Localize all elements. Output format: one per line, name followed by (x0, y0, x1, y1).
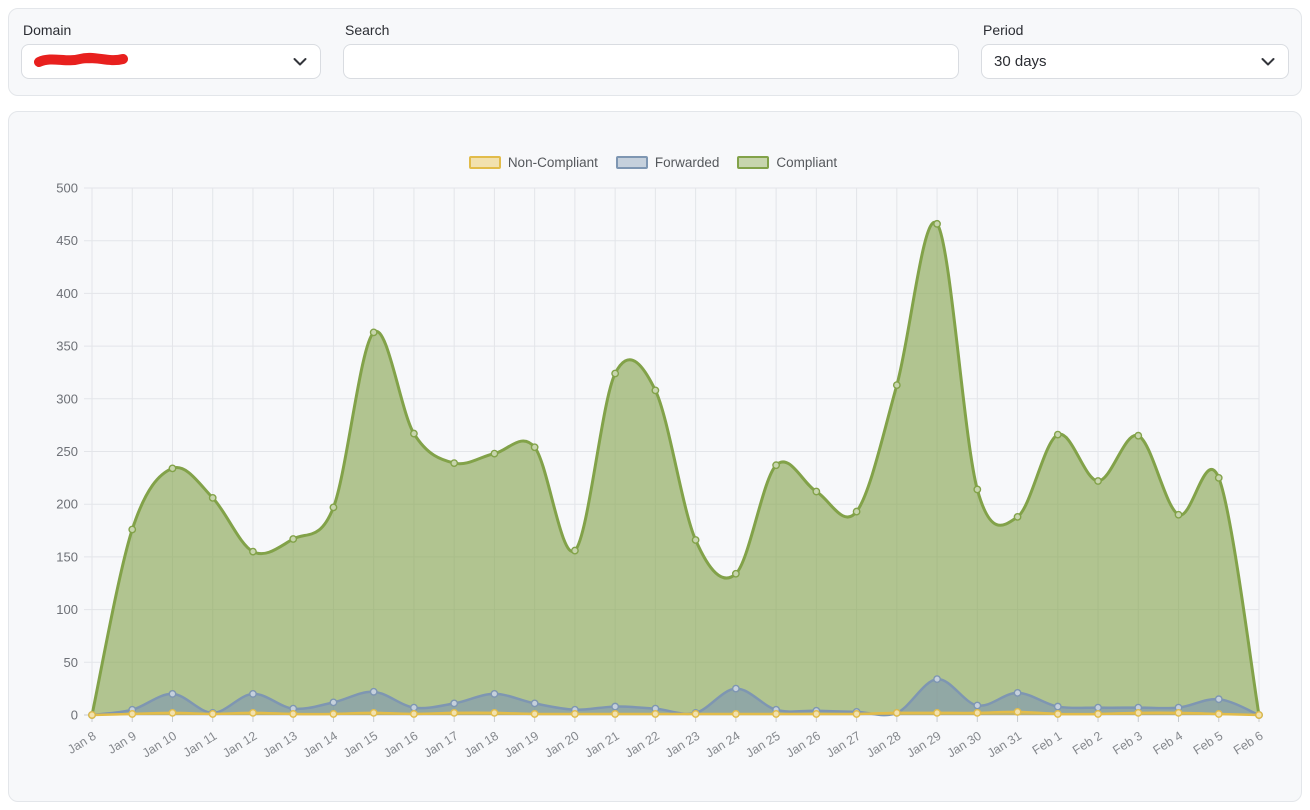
svg-text:Jan 31: Jan 31 (985, 729, 1024, 761)
domain-label: Domain (23, 22, 72, 38)
filter-bar: Domain Search Period 30 days (8, 8, 1302, 96)
legend-label: Forwarded (654, 154, 720, 170)
chevron-down-icon (1261, 53, 1275, 70)
svg-text:Feb 3: Feb 3 (1110, 729, 1145, 758)
svg-text:Jan 10: Jan 10 (140, 729, 179, 761)
legend-swatch (737, 155, 770, 169)
svg-text:50: 50 (64, 655, 78, 670)
svg-text:Jan 16: Jan 16 (381, 729, 420, 761)
svg-text:Jan 22: Jan 22 (623, 729, 662, 761)
compliance-area-chart: 0 50 100 150 200 250 300 350 400 450 500 Jan 8 Jan 9… (56, 181, 1266, 761)
chart-card: Non-Compliant Forwarded Compliant 0 50 100 15… (8, 111, 1302, 802)
svg-text:Jan 26: Jan 26 (784, 729, 823, 761)
svg-text:500: 500 (56, 181, 78, 196)
period-field: Period 30 days (981, 22, 1289, 79)
svg-text:Jan 23: Jan 23 (663, 729, 702, 761)
chart-legend: Non-Compliant Forwarded Compliant (25, 152, 1281, 172)
search-input[interactable] (343, 44, 959, 79)
svg-text:0: 0 (71, 708, 78, 723)
legend-item-non-compliant[interactable]: Non-Compliant (468, 154, 598, 170)
svg-text:150: 150 (56, 549, 78, 564)
svg-text:Jan 18: Jan 18 (462, 729, 501, 761)
svg-text:Feb 2: Feb 2 (1070, 729, 1105, 758)
svg-text:Jan 30: Jan 30 (945, 729, 984, 761)
svg-text:200: 200 (56, 497, 78, 512)
search-field: Search (343, 22, 959, 79)
svg-text:Jan 9: Jan 9 (105, 729, 138, 757)
svg-text:Jan 28: Jan 28 (864, 729, 903, 761)
redaction-scribble (32, 50, 132, 74)
legend-item-compliant[interactable]: Compliant (737, 155, 837, 170)
svg-text:Jan 11: Jan 11 (181, 729, 220, 760)
svg-text:100: 100 (56, 602, 78, 617)
chevron-down-icon (293, 53, 307, 70)
svg-text:Jan 21: Jan 21 (582, 729, 621, 761)
svg-text:400: 400 (56, 286, 78, 301)
svg-text:Feb 4: Feb 4 (1151, 729, 1186, 758)
domain-field: Domain (21, 22, 321, 79)
svg-text:Jan 8: Jan 8 (65, 729, 98, 757)
svg-text:Jan 19: Jan 19 (502, 729, 541, 761)
svg-text:Jan 27: Jan 27 (824, 729, 863, 761)
legend-swatch (615, 155, 648, 169)
svg-text:Jan 25: Jan 25 (743, 729, 782, 761)
svg-text:Jan 24: Jan 24 (703, 729, 742, 761)
svg-text:Jan 29: Jan 29 (904, 729, 943, 761)
svg-text:Jan 17: Jan 17 (422, 729, 461, 761)
domain-select[interactable] (21, 44, 321, 79)
search-label: Search (345, 22, 390, 38)
svg-text:Feb 6: Feb 6 (1231, 729, 1266, 758)
legend-item-forwarded[interactable]: Forwarded (615, 154, 720, 170)
svg-text:Jan 20: Jan 20 (542, 729, 581, 761)
svg-text:Jan 12: Jan 12 (220, 729, 259, 761)
legend-label: Non-Compliant (507, 154, 598, 170)
period-label: Period (983, 22, 1024, 38)
svg-text:Jan 13: Jan 13 (261, 729, 300, 761)
period-select[interactable]: 30 days (981, 44, 1289, 79)
svg-text:Jan 14: Jan 14 (301, 729, 340, 761)
svg-text:350: 350 (56, 339, 78, 354)
legend-label: Compliant (776, 154, 838, 170)
svg-text:Feb 5: Feb 5 (1191, 729, 1226, 758)
legend-swatch (468, 155, 501, 169)
svg-text:450: 450 (56, 233, 78, 248)
period-value: 30 days (994, 53, 1047, 70)
svg-text:Feb 1: Feb 1 (1030, 729, 1065, 758)
svg-text:Jan 15: Jan 15 (341, 729, 380, 761)
svg-text:300: 300 (56, 391, 78, 406)
svg-text:250: 250 (56, 444, 78, 459)
